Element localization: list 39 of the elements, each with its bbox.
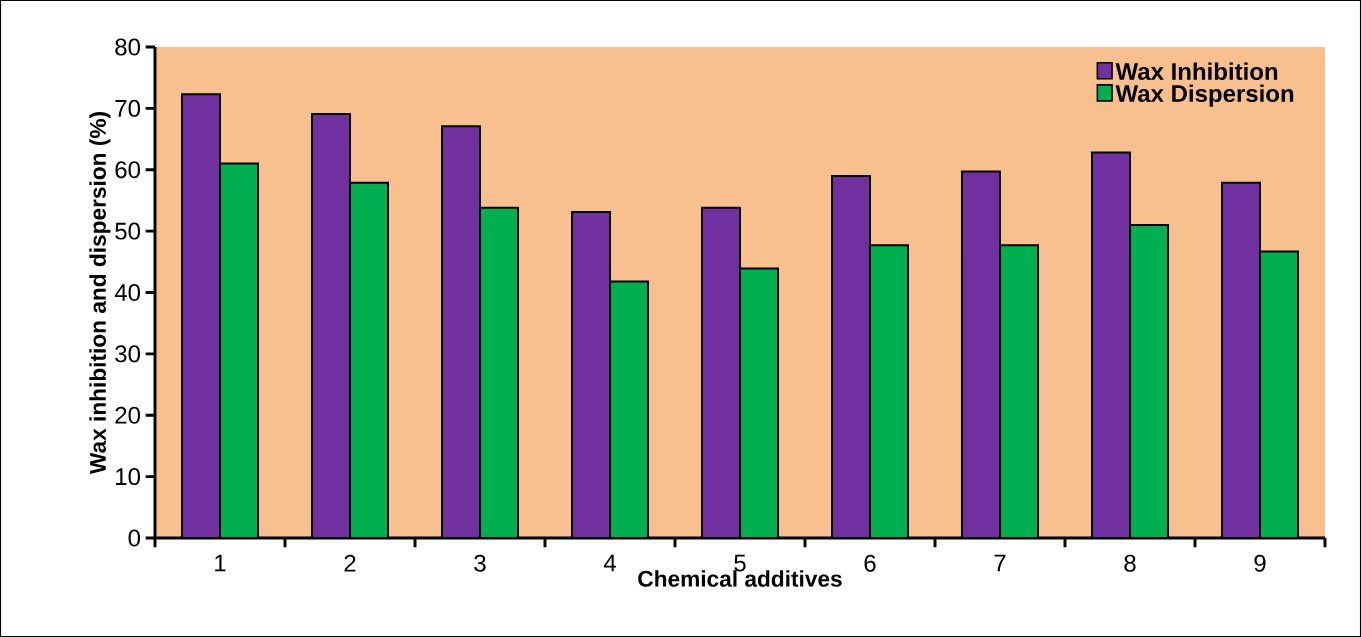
y-axis-title: Wax inhibition and dispersion (%)	[89, 112, 111, 475]
bar	[219, 162, 259, 538]
bar	[999, 244, 1039, 538]
x-tick-label: 3	[474, 554, 486, 572]
x-tick-label: 2	[344, 554, 356, 572]
x-tick-label: 8	[1124, 554, 1136, 572]
bar	[1129, 223, 1169, 538]
y-tick-label: 60	[115, 161, 141, 179]
y-tick-label: 80	[115, 38, 141, 56]
x-tick-label: 1	[215, 554, 226, 572]
bar	[1221, 181, 1261, 538]
bar	[349, 181, 389, 538]
x-tick-label: 9	[1254, 554, 1266, 572]
bar	[1091, 151, 1131, 538]
y-tick-label: 30	[115, 345, 141, 363]
bar	[701, 206, 741, 538]
y-tick-label: 0	[128, 529, 141, 547]
legend-label: Wax Inhibition	[1115, 62, 1278, 81]
y-tick-label: 40	[114, 283, 141, 301]
y-tick-label: 70	[115, 99, 141, 117]
bar	[869, 244, 909, 538]
bar	[311, 112, 351, 538]
y-tick-label: 50	[115, 222, 141, 240]
bar	[609, 280, 649, 538]
bar	[571, 211, 611, 538]
x-tick-label: 7	[994, 554, 1006, 572]
bar	[831, 174, 871, 538]
bar	[441, 125, 481, 538]
y-tick-label: 10	[116, 468, 141, 486]
x-tick-label: 4	[603, 554, 616, 572]
x-tick-label: 6	[864, 554, 876, 572]
bar	[1259, 250, 1299, 538]
bar	[479, 206, 519, 538]
x-tick-label: 5	[734, 554, 746, 572]
legend-label: Wax Dispersion	[1115, 84, 1294, 107]
bar	[739, 267, 779, 538]
bar	[961, 170, 1001, 538]
y-tick-label: 20	[115, 406, 141, 424]
bar	[181, 93, 221, 538]
